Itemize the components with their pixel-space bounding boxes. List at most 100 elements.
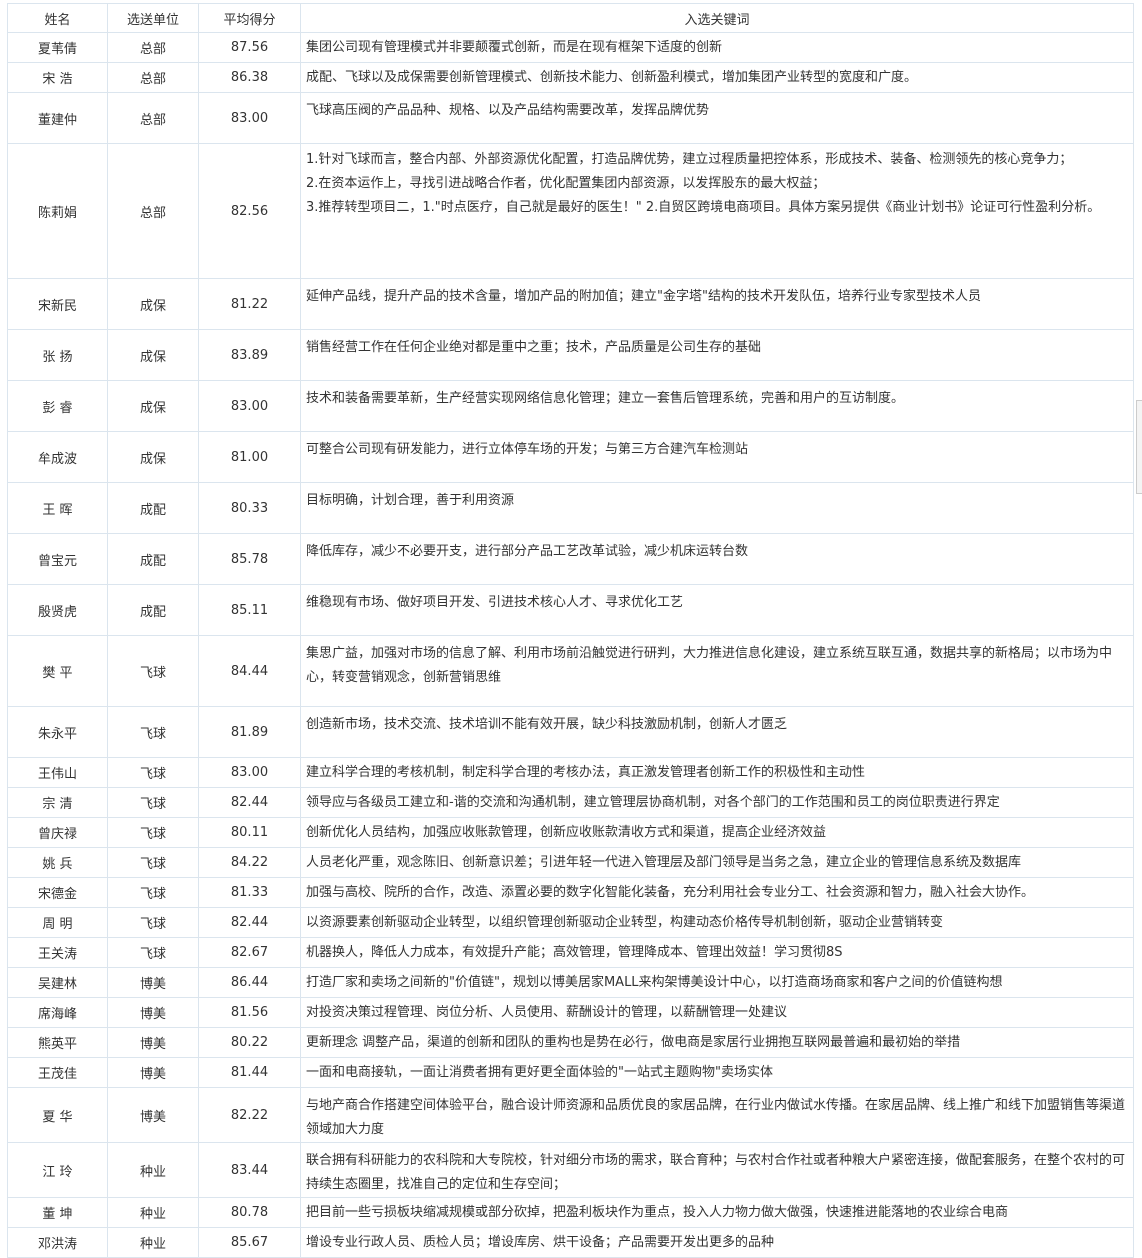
score-cell: 86.38 (198, 62, 301, 93)
name-cell: 周 明 (7, 907, 108, 938)
score-cell: 82.56 (198, 143, 301, 279)
table-row: 夏苇倩 总部 87.56 集团公司现有管理模式并非要颠覆式创新，而是在现有框架下适度的… (7, 32, 1134, 63)
name-cell: 江 玲 (7, 1142, 108, 1198)
name-cell: 陈莉娟 (7, 143, 108, 279)
score-cell: 82.22 (198, 1087, 301, 1143)
table-row: 吴建林 博美 86.44 打造厂家和卖场之间新的"价值链"，规划以博美居家MALL来构… (7, 967, 1134, 998)
keywords-cell: 创新优化人员结构，加强应收账款管理，创新应收账款清收方式和渠道，提高企业经济效益 (300, 817, 1134, 848)
score-cell: 83.44 (198, 1142, 301, 1198)
score-cell: 80.78 (198, 1197, 301, 1228)
unit-cell: 总部 (107, 143, 199, 279)
table-row: 王伟山 飞球 83.00 建立科学合理的考核机制，制定科学合理的考核办法，真正激发管理… (7, 757, 1134, 788)
keywords-cell: 集团公司现有管理模式并非要颠覆式创新，而是在现有框架下适度的创新 (300, 32, 1134, 63)
unit-cell: 博美 (107, 1027, 199, 1058)
keywords-cell: 集思广益，加强对市场的信息了解、利用市场前沿触觉进行研判，大力推进信息化建设，建… (300, 635, 1134, 707)
name-cell: 曾宝元 (7, 533, 108, 585)
scrollbar-handle[interactable] (1136, 400, 1142, 494)
name-cell: 宋 浩 (7, 62, 108, 93)
unit-cell: 飞球 (107, 907, 199, 938)
unit-cell: 飞球 (107, 706, 199, 758)
table-row: 牟成波 成保 81.00 可整合公司现有研发能力，进行立体停车场的开发；与第三方合建汽… (7, 431, 1134, 483)
table-row: 曾庆禄 飞球 80.11 创新优化人员结构，加强应收账款管理，创新应收账款清收方式和渠… (7, 817, 1134, 848)
score-cell: 83.89 (198, 329, 301, 381)
keywords-cell: 飞球高压阀的产品品种、规格、以及产品结构需要改革，发挥品牌优势 (300, 92, 1134, 144)
keywords-cell: 对投资决策过程管理、岗位分析、人员使用、薪酬设计的管理，以薪酬管理一处建议 (300, 997, 1134, 1028)
name-cell: 宋德金 (7, 877, 108, 908)
score-cell: 81.22 (198, 278, 301, 330)
keywords-cell: 增设专业行政人员、质检人员；增设库房、烘干设备；产品需要开发出更多的品种 (300, 1227, 1134, 1258)
score-cell: 85.11 (198, 584, 301, 636)
name-cell: 王关涛 (7, 937, 108, 968)
table-row: 董 坤种业 80.78 把目前一些亏损板块缩减规模或部分砍掉，把盈利板块作为重点，投… (7, 1197, 1134, 1228)
unit-cell: 种业 (107, 1227, 199, 1258)
keywords-cell: 加强与高校、院所的合作，改造、添置必要的数字化智能化装备，充分利用社会专业分工、… (300, 877, 1134, 908)
score-cell: 80.22 (198, 1027, 301, 1058)
table-row: 江 玲种业 83.44 联合拥有科研能力的农科院和大专院校，针对细分市场的需求，联合… (7, 1142, 1134, 1198)
table-row: 董建仲 总部 83.00 飞球高压阀的产品品种、规格、以及产品结构需要改革，发挥品牌优… (7, 92, 1134, 144)
unit-cell: 种业 (107, 1197, 199, 1228)
unit-cell: 飞球 (107, 877, 199, 908)
keywords-cell: 销售经营工作在任何企业绝对都是重中之重；技术，产品质量是公司生存的基础 (300, 329, 1134, 381)
name-cell: 樊 平 (7, 635, 108, 707)
header-name: 姓名 (7, 3, 108, 33)
keywords-cell: 机器换人，降低人力成本，有效提升产能；高效管理，管理降成本、管理出效益！学习贯彻… (300, 937, 1134, 968)
name-cell: 张 扬 (7, 329, 108, 381)
header-score: 平均得分 (198, 3, 301, 33)
score-cell: 82.67 (198, 937, 301, 968)
name-cell: 朱永平 (7, 706, 108, 758)
unit-cell: 博美 (107, 1087, 199, 1143)
unit-cell: 总部 (107, 32, 199, 63)
score-cell: 83.00 (198, 380, 301, 432)
score-cell: 83.00 (198, 757, 301, 788)
unit-cell: 成保 (107, 278, 199, 330)
score-cell: 87.56 (198, 32, 301, 63)
table-row: 熊英平 博美 80.22 更新理念 调整产品，渠道的创新和团队的重构也是势在必行，做电… (7, 1027, 1134, 1058)
table-row: 王 晖成配 80.33 目标明确，计划合理，善于利用资源 (7, 482, 1134, 534)
name-cell: 熊英平 (7, 1027, 108, 1058)
table-row: 樊 平飞球 84.44 集思广益，加强对市场的信息了解、利用市场前沿触觉进行研判，大… (7, 635, 1134, 707)
name-cell: 夏 华 (7, 1087, 108, 1143)
unit-cell: 成保 (107, 431, 199, 483)
keywords-cell: 与地产商合作搭建空间体验平台，融合设计师资源和品质优良的家居品牌，在行业内做试水… (300, 1087, 1134, 1143)
table-row: 周 明飞球 82.44 以资源要素创新驱动企业转型，以组织管理创新驱动企业转型，构建… (7, 907, 1134, 938)
unit-cell: 博美 (107, 997, 199, 1028)
name-cell: 董建仲 (7, 92, 108, 144)
unit-cell: 飞球 (107, 937, 199, 968)
table-row: 邓洪涛 种业 85.67 增设专业行政人员、质检人员；增设库房、烘干设备；产品需要开发… (7, 1227, 1134, 1258)
selection-table: 姓名 选送单位 平均得分 入选关键词 夏苇倩 总部 87.56 集团公司现有管理模式并… (7, 3, 1134, 1258)
keywords-cell: 技术和装备需要革新，生产经营实现网络信息化管理；建立一套售后管理系统，完善和用户… (300, 380, 1134, 432)
unit-cell: 飞球 (107, 757, 199, 788)
name-cell: 彭 睿 (7, 380, 108, 432)
keywords-cell: 打造厂家和卖场之间新的"价值链"，规划以博美居家MALL来构架博美设计中心，以打… (300, 967, 1134, 998)
name-cell: 王茂佳 (7, 1057, 108, 1088)
unit-cell: 总部 (107, 62, 199, 93)
name-cell: 王 晖 (7, 482, 108, 534)
table-row: 宋德金 飞球 81.33 加强与高校、院所的合作，改造、添置必要的数字化智能化装备，充… (7, 877, 1134, 908)
score-cell: 84.22 (198, 847, 301, 878)
table-row: 彭 睿成保 83.00 技术和装备需要革新，生产经营实现网络信息化管理；建立一套售后… (7, 380, 1134, 432)
keywords-cell: 人员老化严重，观念陈旧、创新意识差；引进年轻一代进入管理层及部门领导是当务之急，… (300, 847, 1134, 878)
unit-cell: 成保 (107, 329, 199, 381)
header-unit: 选送单位 (107, 3, 199, 33)
name-cell: 董 坤 (7, 1197, 108, 1228)
score-cell: 81.33 (198, 877, 301, 908)
keywords-cell: 可整合公司现有研发能力，进行立体停车场的开发；与第三方合建汽车检测站 (300, 431, 1134, 483)
name-cell: 牟成波 (7, 431, 108, 483)
table-row: 朱永平 飞球 81.89 创造新市场，技术交流、技术培训不能有效开展，缺少科技激励机制… (7, 706, 1134, 758)
unit-cell: 成配 (107, 584, 199, 636)
name-cell: 姚 兵 (7, 847, 108, 878)
table-row: 宋 浩总部 86.38 成配、飞球以及成保需要创新管理模式、创新技术能力、创新盈利模… (7, 62, 1134, 93)
unit-cell: 飞球 (107, 635, 199, 707)
score-cell: 83.00 (198, 92, 301, 144)
table-row: 陈莉娟 总部 82.56 1.针对飞球而言，整合内部、外部资源优化配置，打造品牌优势，… (7, 143, 1134, 279)
unit-cell: 飞球 (107, 817, 199, 848)
table-row: 王茂佳 博美 81.44 一面和电商接轨，一面让消费者拥有更好更全面体验的"一站式主题… (7, 1057, 1134, 1088)
keywords-cell: 领导应与各级员工建立和-谐的交流和沟通机制，建立管理层协商机制，对各个部门的工作… (300, 787, 1134, 818)
score-cell: 81.56 (198, 997, 301, 1028)
header-row: 姓名 选送单位 平均得分 入选关键词 (7, 3, 1134, 33)
keywords-cell: 延伸产品线，提升产品的技术含量，增加产品的附加值；建立"金字塔"结构的技术开发队… (300, 278, 1134, 330)
unit-cell: 飞球 (107, 787, 199, 818)
keywords-cell: 一面和电商接轨，一面让消费者拥有更好更全面体验的"一站式主题购物"卖场实体 (300, 1057, 1134, 1088)
keywords-cell: 降低库存，减少不必要开支，进行部分产品工艺改革试验，减少机床运转台数 (300, 533, 1134, 585)
unit-cell: 成配 (107, 482, 199, 534)
